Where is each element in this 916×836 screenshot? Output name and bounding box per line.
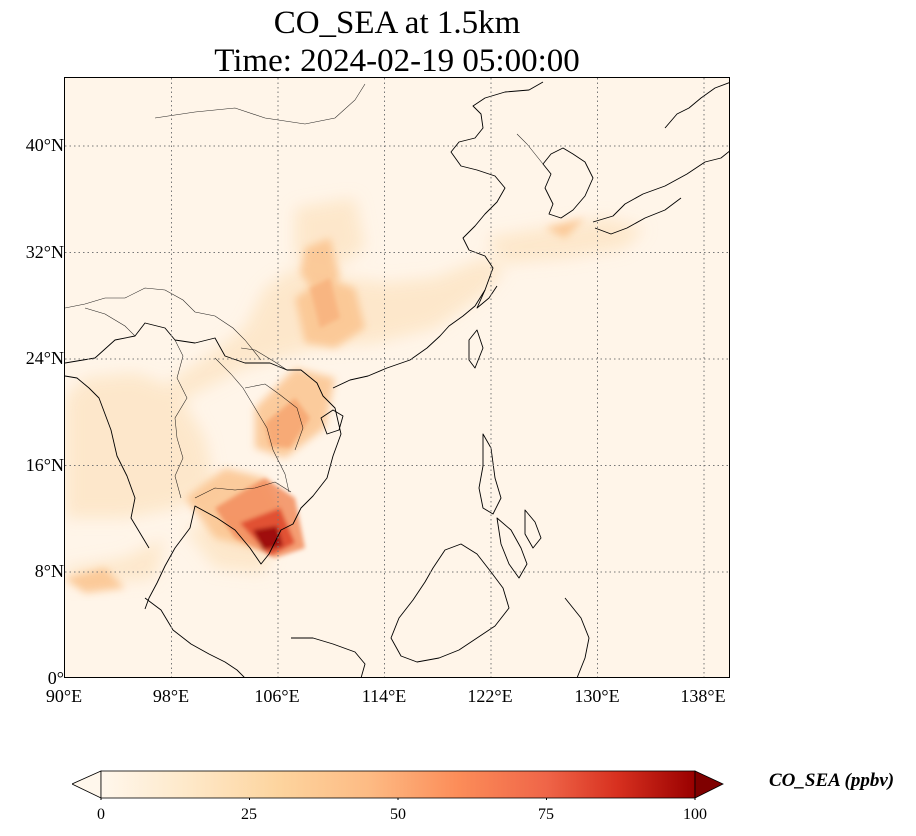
- lat-tick-24n: 24°N: [25, 348, 64, 368]
- lon-tick-122e: 122°E: [467, 686, 513, 706]
- colorbar-tick-25: 25: [241, 806, 257, 823]
- title-time: Time: 2024-02-19 05:00:00: [214, 43, 580, 79]
- lat-tick-0: 0°: [47, 668, 64, 688]
- co-field-high: [215, 278, 340, 558]
- co-field-low: [65, 198, 645, 583]
- lat-tick-16n: 16°N: [25, 455, 64, 475]
- map-title: CO_SEA at 1.5km Time: 2024-02-19 05:00:0…: [64, 4, 730, 80]
- lon-tick-114e: 114°E: [361, 686, 407, 706]
- colorbar-extend-min: [72, 770, 102, 799]
- lon-tick-98e: 98°E: [152, 686, 190, 706]
- lat-tick-40n: 40°N: [25, 135, 64, 155]
- colorbar-extend-max: [694, 770, 724, 799]
- lat-tick-32n: 32°N: [25, 242, 64, 262]
- colorbar-tick-75: 75: [538, 806, 554, 823]
- lon-tick-90e: 90°E: [45, 686, 83, 706]
- lon-tick-106e: 106°E: [254, 686, 300, 706]
- colorbar-tick-50: 50: [390, 806, 406, 823]
- lon-tick-138e: 138°E: [680, 686, 726, 706]
- colorbar-label: CO_SEA (ppbv): [769, 770, 895, 791]
- lat-tick-8n: 8°N: [34, 561, 64, 581]
- coastlines: [65, 81, 729, 677]
- map-panel: [64, 77, 730, 678]
- lon-tick-130e: 130°E: [574, 686, 620, 706]
- gridlines: [65, 78, 729, 677]
- colorbar: [72, 770, 724, 800]
- colorbar-tick-100: 100: [683, 806, 707, 823]
- colorbar-gradient: [100, 770, 696, 799]
- map-canvas: [65, 78, 729, 677]
- title-variable: CO_SEA at 1.5km: [273, 5, 521, 41]
- colorbar-tick-0: 0: [97, 806, 105, 823]
